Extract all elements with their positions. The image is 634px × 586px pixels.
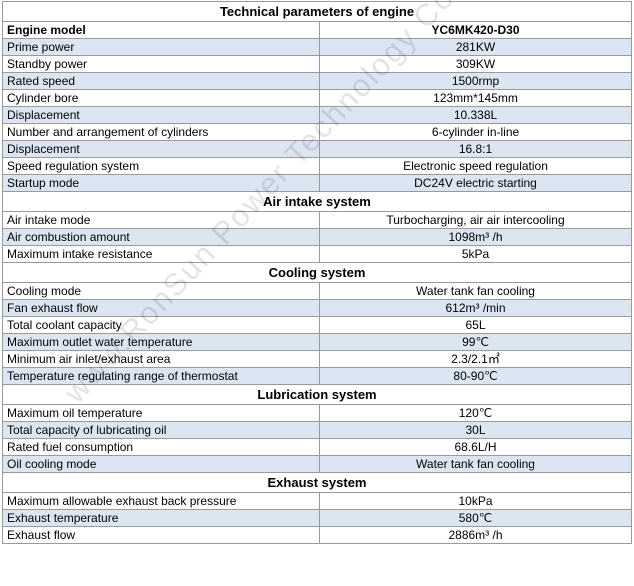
table-title: Technical parameters of engine	[1, 1, 633, 22]
table-row: Rated fuel consumption 68.6L/H	[2, 438, 633, 456]
row-label: Displacement	[2, 140, 320, 158]
row-value: Water tank fan cooling	[318, 455, 633, 473]
row-value: 10.338L	[318, 106, 633, 124]
row-label: Prime power	[2, 38, 320, 56]
table-row: Number and arrangement of cylinders 6-cy…	[2, 123, 633, 141]
row-value: 5kPa	[318, 245, 633, 263]
engine-spec-table: Technical parameters of engine Engine mo…	[1, 1, 633, 544]
table-row: Total capacity of lubricating oil 30L	[2, 421, 633, 439]
row-value: Water tank fan cooling	[318, 282, 633, 300]
table-row: Rated speed 1500rmp	[2, 72, 633, 90]
row-value: 123mm*145mm	[318, 89, 633, 107]
row-value: 2.3/2.1㎡	[318, 350, 633, 368]
table-row: Exhaust flow 2886m³ /h	[2, 526, 633, 544]
row-value: 120℃	[318, 404, 633, 422]
row-label: Oil cooling mode	[2, 455, 320, 473]
table-row: Prime power 281KW	[2, 38, 633, 56]
row-label: Number and arrangement of cylinders	[2, 123, 320, 141]
table-row: Displacement 16.8:1	[2, 140, 633, 158]
row-label: Cylinder bore	[2, 89, 320, 107]
table-row: Cooling mode Water tank fan cooling	[2, 282, 633, 300]
section-header-lubrication: Lubrication system	[1, 384, 633, 405]
table-row: Exhaust temperature 580℃	[2, 509, 633, 527]
section-header-cooling: Cooling system	[1, 262, 633, 283]
table-row: Startup mode DC24V electric starting	[2, 174, 633, 192]
table-row: Maximum intake resistance 5kPa	[2, 245, 633, 263]
row-value: 2886m³ /h	[318, 526, 633, 544]
table-row: Displacement 10.338L	[2, 106, 633, 124]
row-value: 580℃	[318, 509, 633, 527]
row-label: Total coolant capacity	[2, 316, 320, 334]
row-value: 10kPa	[318, 492, 633, 510]
row-label: Displacement	[2, 106, 320, 124]
table-row: Speed regulation system Electronic speed…	[2, 157, 633, 175]
row-value: 68.6L/H	[318, 438, 633, 456]
table-row: Total coolant capacity 65L	[2, 316, 633, 334]
section-title: Exhaust system	[1, 472, 633, 493]
row-label: Cooling mode	[2, 282, 320, 300]
row-value: 1500rmp	[318, 72, 633, 90]
table-row: Temperature regulating range of thermost…	[2, 367, 633, 385]
row-value: 281KW	[318, 38, 633, 56]
section-title: Lubrication system	[1, 384, 633, 405]
row-value: Electronic speed regulation	[318, 157, 633, 175]
section-header-exhaust: Exhaust system	[1, 472, 633, 493]
row-value: 16.8:1	[318, 140, 633, 158]
table-row: Standby power 309KW	[2, 55, 633, 73]
table-row: Air intake mode Turbocharging, air air i…	[2, 211, 633, 229]
row-value: 612m³ /min	[318, 299, 633, 317]
table-row: Maximum outlet water temperature 99℃	[2, 333, 633, 351]
row-label: Startup mode	[2, 174, 320, 192]
row-value: DC24V electric starting	[318, 174, 633, 192]
row-label: Temperature regulating range of thermost…	[2, 367, 320, 385]
table-row: Maximum oil temperature 120℃	[2, 404, 633, 422]
row-label: Rated fuel consumption	[2, 438, 320, 456]
table-row: Minimum air inlet/exhaust area 2.3/2.1㎡	[2, 350, 633, 368]
row-value: 309KW	[318, 55, 633, 73]
row-label: Speed regulation system	[2, 157, 320, 175]
row-label: Maximum intake resistance	[2, 245, 320, 263]
row-label: Exhaust temperature	[2, 509, 320, 527]
row-label: Maximum outlet water temperature	[2, 333, 320, 351]
row-label: Maximum allowable exhaust back pressure	[2, 492, 320, 510]
row-value: 65L	[318, 316, 633, 334]
table-row: Air combustion amount 1098m³ /h	[2, 228, 633, 246]
row-label: Total capacity of lubricating oil	[2, 421, 320, 439]
section-header-air: Air intake system	[1, 191, 633, 212]
row-value: 30L	[318, 421, 633, 439]
table-row: Fan exhaust flow 612m³ /min	[2, 299, 633, 317]
row-value: Turbocharging, air air intercooling	[318, 211, 633, 229]
table-row: Oil cooling mode Water tank fan cooling	[2, 455, 633, 473]
spec-sheet: Technical parameters of engine Engine mo…	[1, 1, 633, 544]
row-label: Fan exhaust flow	[2, 299, 320, 317]
row-value: YC6MK420-D30	[318, 21, 633, 39]
row-label: Exhaust flow	[2, 526, 320, 544]
row-value: 1098m³ /h	[318, 228, 633, 246]
row-label: Maximum oil temperature	[2, 404, 320, 422]
row-label: Minimum air inlet/exhaust area	[2, 350, 320, 368]
table-row: Cylinder bore 123mm*145mm	[2, 89, 633, 107]
row-value: 6-cylinder in-line	[318, 123, 633, 141]
section-title: Cooling system	[1, 262, 633, 283]
engine-model-row: Engine model YC6MK420-D30	[2, 21, 633, 39]
row-label: Air intake mode	[2, 211, 320, 229]
table-row: Maximum allowable exhaust back pressure …	[2, 492, 633, 510]
row-value: 80-90℃	[318, 367, 633, 385]
section-title: Air intake system	[1, 191, 633, 212]
row-value: 99℃	[318, 333, 633, 351]
row-label: Air combustion amount	[2, 228, 320, 246]
row-label: Rated speed	[2, 72, 320, 90]
section-header-engine: Technical parameters of engine	[1, 1, 633, 22]
row-label: Engine model	[2, 21, 320, 39]
row-label: Standby power	[2, 55, 320, 73]
